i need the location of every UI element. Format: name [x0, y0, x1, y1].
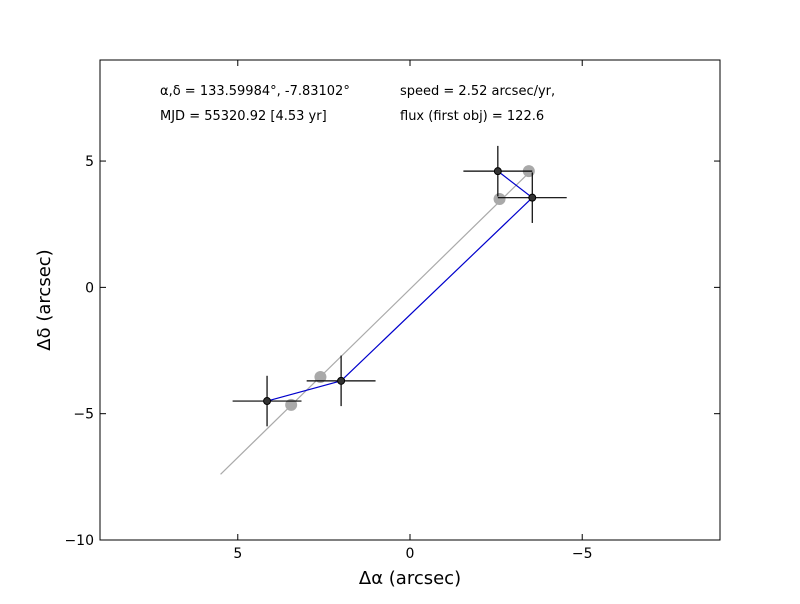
x-tick-label: 0	[406, 546, 415, 562]
ticks-layer: 5 0 −5 5 0 −5 −10	[64, 60, 720, 562]
y-tick-label: 5	[85, 154, 94, 170]
y-tick-label: −5	[73, 407, 94, 423]
x-axis-title: Δα (arcsec)	[359, 568, 461, 589]
observation-path	[266, 170, 534, 402]
annotation-mjd: MJD = 55320.92 [4.53 yr]	[160, 109, 327, 124]
annotation-coords: α,δ = 133.59984°, -7.83102°	[160, 84, 350, 99]
x-tick-label: −5	[572, 546, 593, 562]
observation-path-layer	[266, 170, 534, 402]
x-tick-label: 5	[233, 546, 242, 562]
model-point	[285, 398, 298, 411]
plot-area	[100, 60, 720, 540]
annotation-speed: speed = 2.52 arcsec/yr,	[400, 84, 555, 99]
fit-line	[220, 170, 531, 475]
y-tick-label: −10	[64, 533, 94, 549]
fit-line-layer	[220, 170, 531, 475]
plot-frame	[99, 59, 721, 541]
observation-point	[528, 193, 537, 202]
observation-point	[493, 167, 502, 176]
observation-points-layer	[263, 167, 537, 406]
annotation-flux: flux (first obj) = 122.6	[400, 109, 544, 124]
y-axis-title: Δδ (arcsec)	[34, 249, 55, 350]
observation-point	[263, 397, 272, 406]
model-point	[493, 192, 506, 205]
y-tick-label: 0	[85, 280, 94, 296]
model-point	[314, 371, 327, 384]
observation-point	[337, 376, 346, 385]
